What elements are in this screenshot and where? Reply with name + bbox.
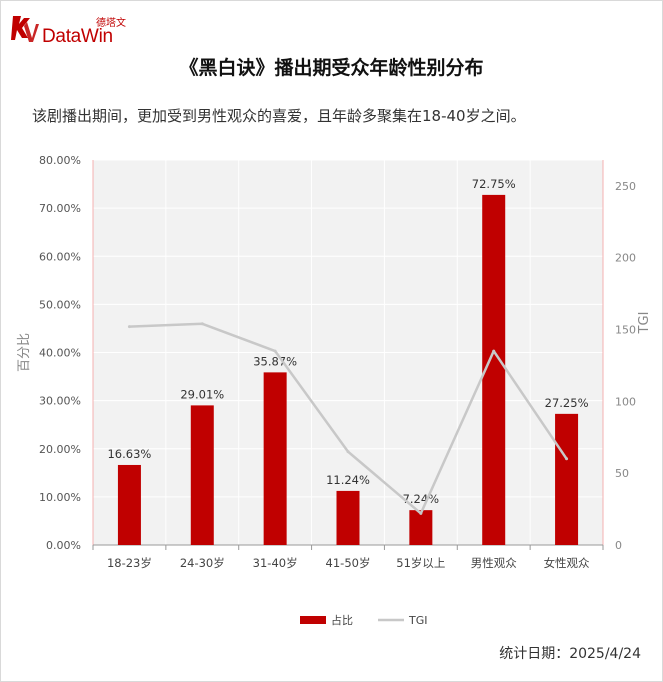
y-left-tick-label: 30.00% (39, 395, 81, 408)
x-tick-label: 女性观众 (544, 556, 590, 570)
tgi-point (127, 325, 131, 329)
x-tick-label: 51岁以上 (396, 556, 445, 570)
brand-name-en: DataWin (42, 26, 113, 47)
tgi-point (419, 511, 423, 515)
datawin-logo: 德塔文 DataWin (10, 10, 130, 50)
tgi-point (492, 349, 496, 353)
bar-data-label: 72.75% (472, 177, 516, 191)
legend-label-line: TGI (408, 614, 428, 627)
bar (336, 490, 360, 545)
tgi-point (273, 349, 277, 353)
bar-data-label: 35.87% (253, 354, 297, 368)
bar (482, 194, 506, 545)
y-right-tick-label: 0 (615, 539, 622, 552)
y-left-axis-title: 百分比 (17, 333, 32, 372)
y-right-tick-label: 100 (615, 395, 636, 408)
y-right-axis-title: TGI (637, 312, 652, 335)
y-right-tick-label: 150 (615, 324, 636, 337)
y-left-tick-label: 20.00% (39, 443, 81, 456)
x-tick-label: 18-23岁 (107, 556, 152, 570)
y-left-tick-label: 40.00% (39, 347, 81, 360)
bar (117, 464, 141, 545)
x-tick-label: 41-50岁 (326, 556, 371, 570)
x-tick-label: 31-40岁 (253, 556, 298, 570)
tgi-point (346, 450, 350, 454)
bar (190, 405, 214, 545)
brand-name-cn: 德塔文 (96, 18, 126, 29)
y-left-tick-label: 60.00% (39, 250, 81, 263)
bar-data-label: 11.24% (326, 473, 370, 487)
stat-date: 统计日期：2025/4/24 (499, 646, 641, 662)
y-left-tick-label: 50.00% (39, 298, 81, 311)
bar-data-label: 16.63% (107, 447, 151, 461)
bar (409, 510, 433, 545)
y-right-tick-label: 200 (615, 252, 636, 265)
bar (555, 413, 579, 545)
y-right-tick-label: 50 (615, 467, 629, 480)
datawin-logo-icon (11, 16, 39, 42)
legend-label-bar: 占比 (331, 613, 353, 627)
y-left-tick-label: 70.00% (39, 202, 81, 215)
legend-swatch-bar (300, 616, 326, 624)
bar-data-label: 29.01% (180, 387, 224, 401)
y-right-tick-label: 250 (615, 180, 636, 193)
x-tick-label: 男性观众 (471, 556, 517, 570)
bar-data-label: 27.25% (545, 396, 589, 410)
y-left-tick-label: 0.00% (46, 539, 81, 552)
x-tick-label: 24-30岁 (180, 556, 225, 570)
bar (263, 372, 287, 545)
chart-title: 《黑白诀》播出期受众年龄性别分布 (179, 57, 484, 79)
tgi-point (565, 457, 569, 461)
chart-subtitle: 该剧播出期间，更加受到男性观众的喜爱，且年龄多聚集在18-40岁之间。 (32, 107, 526, 125)
tgi-point (200, 322, 204, 326)
y-left-tick-label: 80.00% (39, 154, 81, 167)
y-left-tick-label: 10.00% (39, 491, 81, 504)
